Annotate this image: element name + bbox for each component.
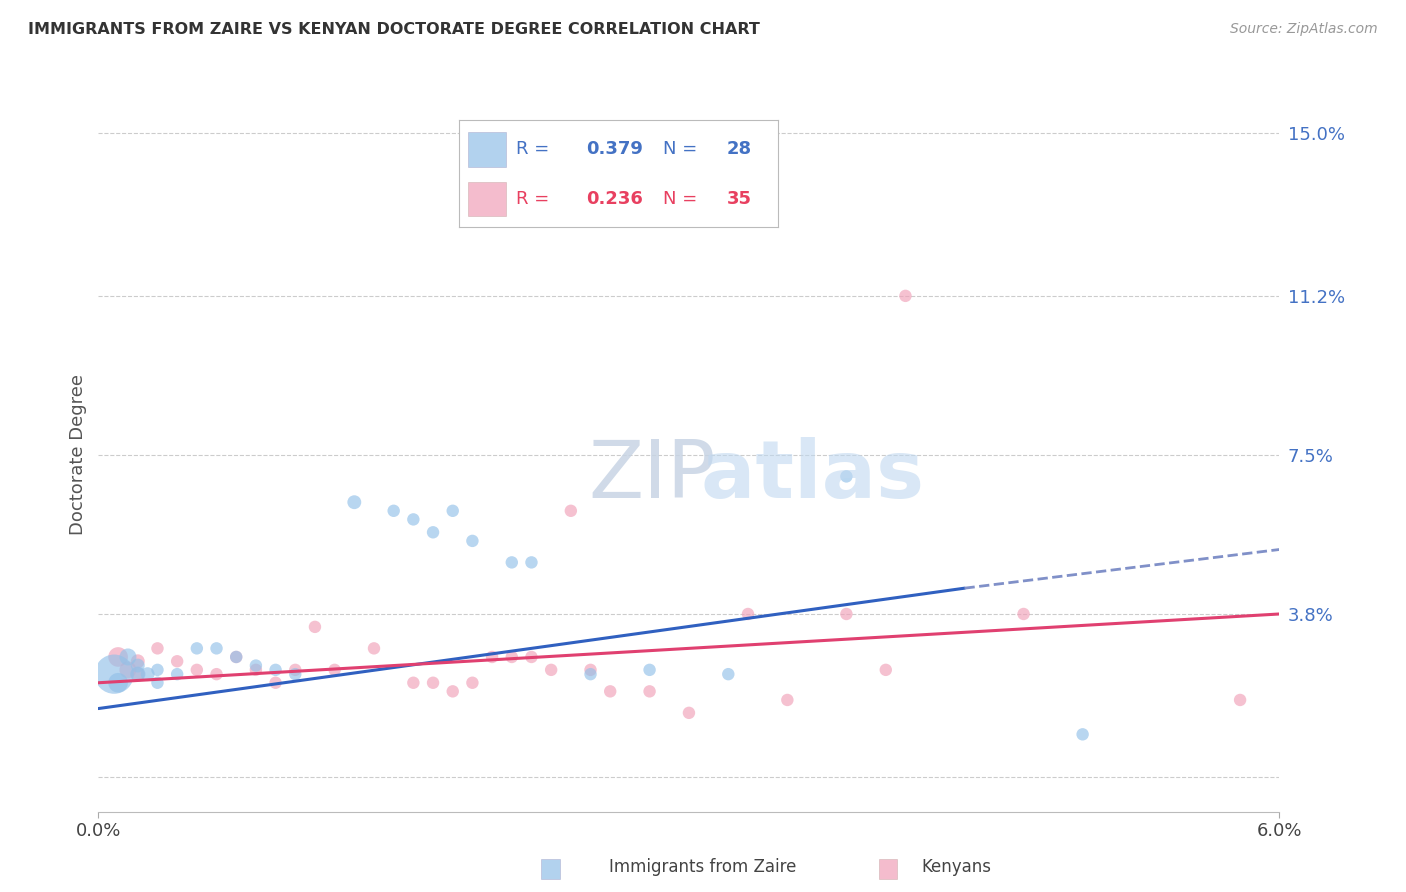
Point <box>402 512 425 526</box>
Point <box>560 504 582 518</box>
Point <box>264 675 287 690</box>
Point <box>599 684 621 698</box>
Text: IMMIGRANTS FROM ZAIRE VS KENYAN DOCTORATE DEGREE CORRELATION CHART: IMMIGRANTS FROM ZAIRE VS KENYAN DOCTORAT… <box>28 22 761 37</box>
Point <box>382 504 405 518</box>
Point <box>501 555 523 569</box>
Point <box>835 469 858 483</box>
Point <box>186 663 208 677</box>
Point <box>638 684 661 698</box>
Point <box>323 663 346 677</box>
Point <box>225 650 247 665</box>
Point <box>146 641 169 656</box>
Point <box>402 675 425 690</box>
Text: Source: ZipAtlas.com: Source: ZipAtlas.com <box>1230 22 1378 37</box>
Point <box>481 650 503 665</box>
Point <box>205 641 228 656</box>
Point <box>225 650 247 665</box>
Point <box>264 663 287 677</box>
Point <box>579 663 602 677</box>
Point <box>894 289 917 303</box>
Text: Kenyans: Kenyans <box>921 858 991 876</box>
Point <box>146 663 169 677</box>
Point <box>776 693 799 707</box>
Point <box>107 675 129 690</box>
Point <box>540 663 562 677</box>
Point <box>166 654 188 668</box>
Point <box>304 620 326 634</box>
Point <box>875 663 897 677</box>
Point <box>579 667 602 681</box>
Point <box>166 667 188 681</box>
Point <box>1012 607 1035 621</box>
Point <box>103 667 125 681</box>
Point <box>501 650 523 665</box>
Point <box>245 658 267 673</box>
Point <box>146 675 169 690</box>
Point <box>127 654 149 668</box>
Point <box>441 684 464 698</box>
Point <box>441 504 464 518</box>
Point <box>284 667 307 681</box>
Text: atlas: atlas <box>589 437 924 516</box>
Point <box>835 607 858 621</box>
Point <box>343 495 366 509</box>
Point <box>461 533 484 548</box>
Y-axis label: Doctorate Degree: Doctorate Degree <box>69 375 87 535</box>
Point <box>461 675 484 690</box>
Point <box>245 663 267 677</box>
Point <box>678 706 700 720</box>
Point <box>520 650 543 665</box>
Point <box>186 641 208 656</box>
Point <box>107 650 129 665</box>
Point <box>422 675 444 690</box>
Point <box>638 663 661 677</box>
Text: Immigrants from Zaire: Immigrants from Zaire <box>609 858 797 876</box>
Point <box>127 658 149 673</box>
Text: ZIP: ZIP <box>589 437 716 516</box>
Point <box>127 667 149 681</box>
Point <box>127 667 149 681</box>
Point <box>1071 727 1094 741</box>
Point <box>1229 693 1251 707</box>
Point <box>205 667 228 681</box>
Point <box>717 667 740 681</box>
Point <box>136 667 159 681</box>
Point <box>737 607 759 621</box>
Point <box>520 555 543 569</box>
Point <box>363 641 385 656</box>
Point <box>284 663 307 677</box>
Point <box>422 525 444 540</box>
Point <box>117 663 139 677</box>
Point <box>117 650 139 665</box>
